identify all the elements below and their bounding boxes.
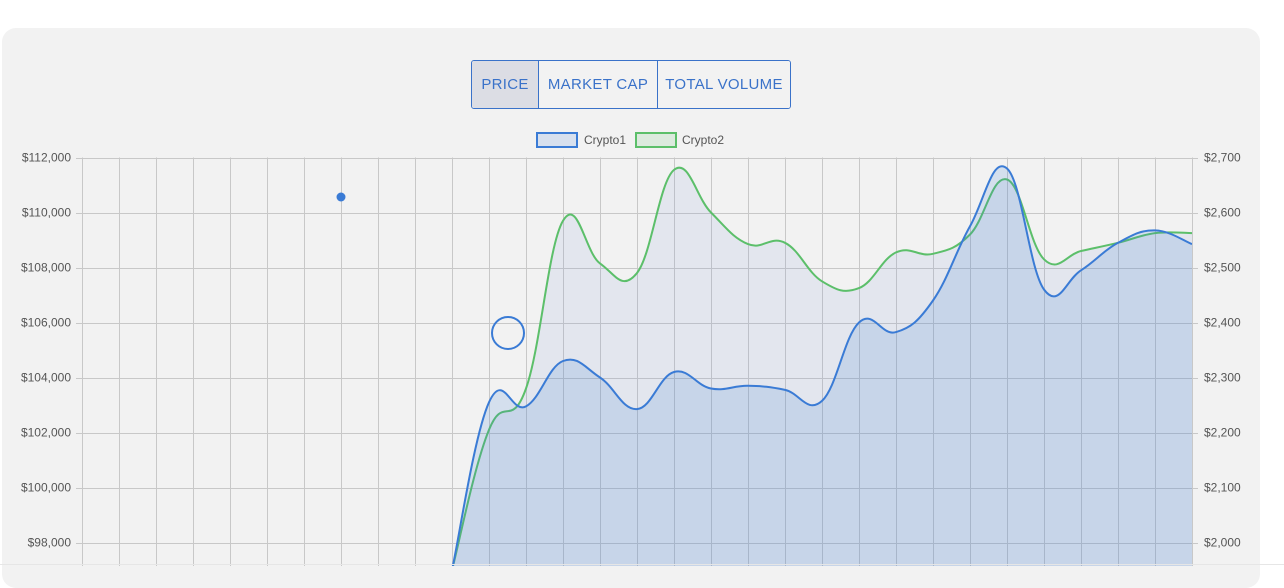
left-axis-tick-label: $104,000 [21, 371, 71, 385]
legend-swatch-crypto1[interactable] [536, 132, 578, 148]
series-area-crypto1 [452, 166, 1192, 566]
right-axis-tick-label: $2,700 [1204, 151, 1241, 165]
left-y-axis: $112,000 $110,000 $108,000 $106,000 $104,000… [21, 151, 71, 550]
left-axis-tick-label: $108,000 [21, 261, 71, 275]
legend-label-crypto1[interactable]: Crypto1 [584, 133, 626, 147]
series-line-crypto2 [451, 166, 1192, 566]
left-axis-tick-label: $98,000 [28, 536, 72, 550]
right-axis-tick-label: $2,500 [1204, 261, 1241, 275]
left-axis-tick-label: $112,000 [22, 151, 71, 165]
tab-price[interactable]: PRICE [472, 61, 538, 108]
price-chart[interactable]: $112,000 $110,000 $108,000 $106,000 $104,000… [0, 0, 1284, 566]
left-axis-tick-label: $102,000 [21, 426, 71, 440]
left-axis-tick-label: $110,000 [22, 206, 71, 220]
tab-total-volume[interactable]: TOTAL VOLUME [657, 61, 790, 108]
right-axis-tick-label: $2,000 [1204, 536, 1241, 550]
cursor-ring [491, 316, 525, 350]
tab-market-cap[interactable]: MARKET CAP [538, 61, 657, 108]
right-y-axis: $2,700 $2,600 $2,500 $2,400 $2,300 $2,200 $2,1… [1204, 151, 1241, 550]
series-area-crypto2 [452, 167, 1192, 566]
legend-swatch-crypto2[interactable] [635, 132, 677, 148]
left-axis-tick-label: $106,000 [21, 316, 71, 330]
legend-label-crypto2[interactable]: Crypto2 [682, 133, 724, 147]
metric-tab-group: PRICE MARKET CAP TOTAL VOLUME [471, 60, 791, 109]
right-axis-tick-label: $2,300 [1204, 371, 1241, 385]
hover-dot [336, 192, 346, 202]
right-axis-tick-label: $2,200 [1204, 426, 1241, 440]
series-line-crypto1 [451, 165, 1192, 566]
series-layer [451, 165, 1192, 566]
chart-panel [2, 28, 1260, 588]
left-axis-tick-label: $100,000 [21, 481, 71, 495]
right-axis-tick-label: $2,100 [1204, 481, 1241, 495]
right-axis-tick-label: $2,400 [1204, 316, 1241, 330]
grid-lines [76, 157, 1198, 566]
legend[interactable]: Crypto1 Crypto2 [536, 132, 724, 148]
right-axis-tick-label: $2,600 [1204, 206, 1241, 220]
